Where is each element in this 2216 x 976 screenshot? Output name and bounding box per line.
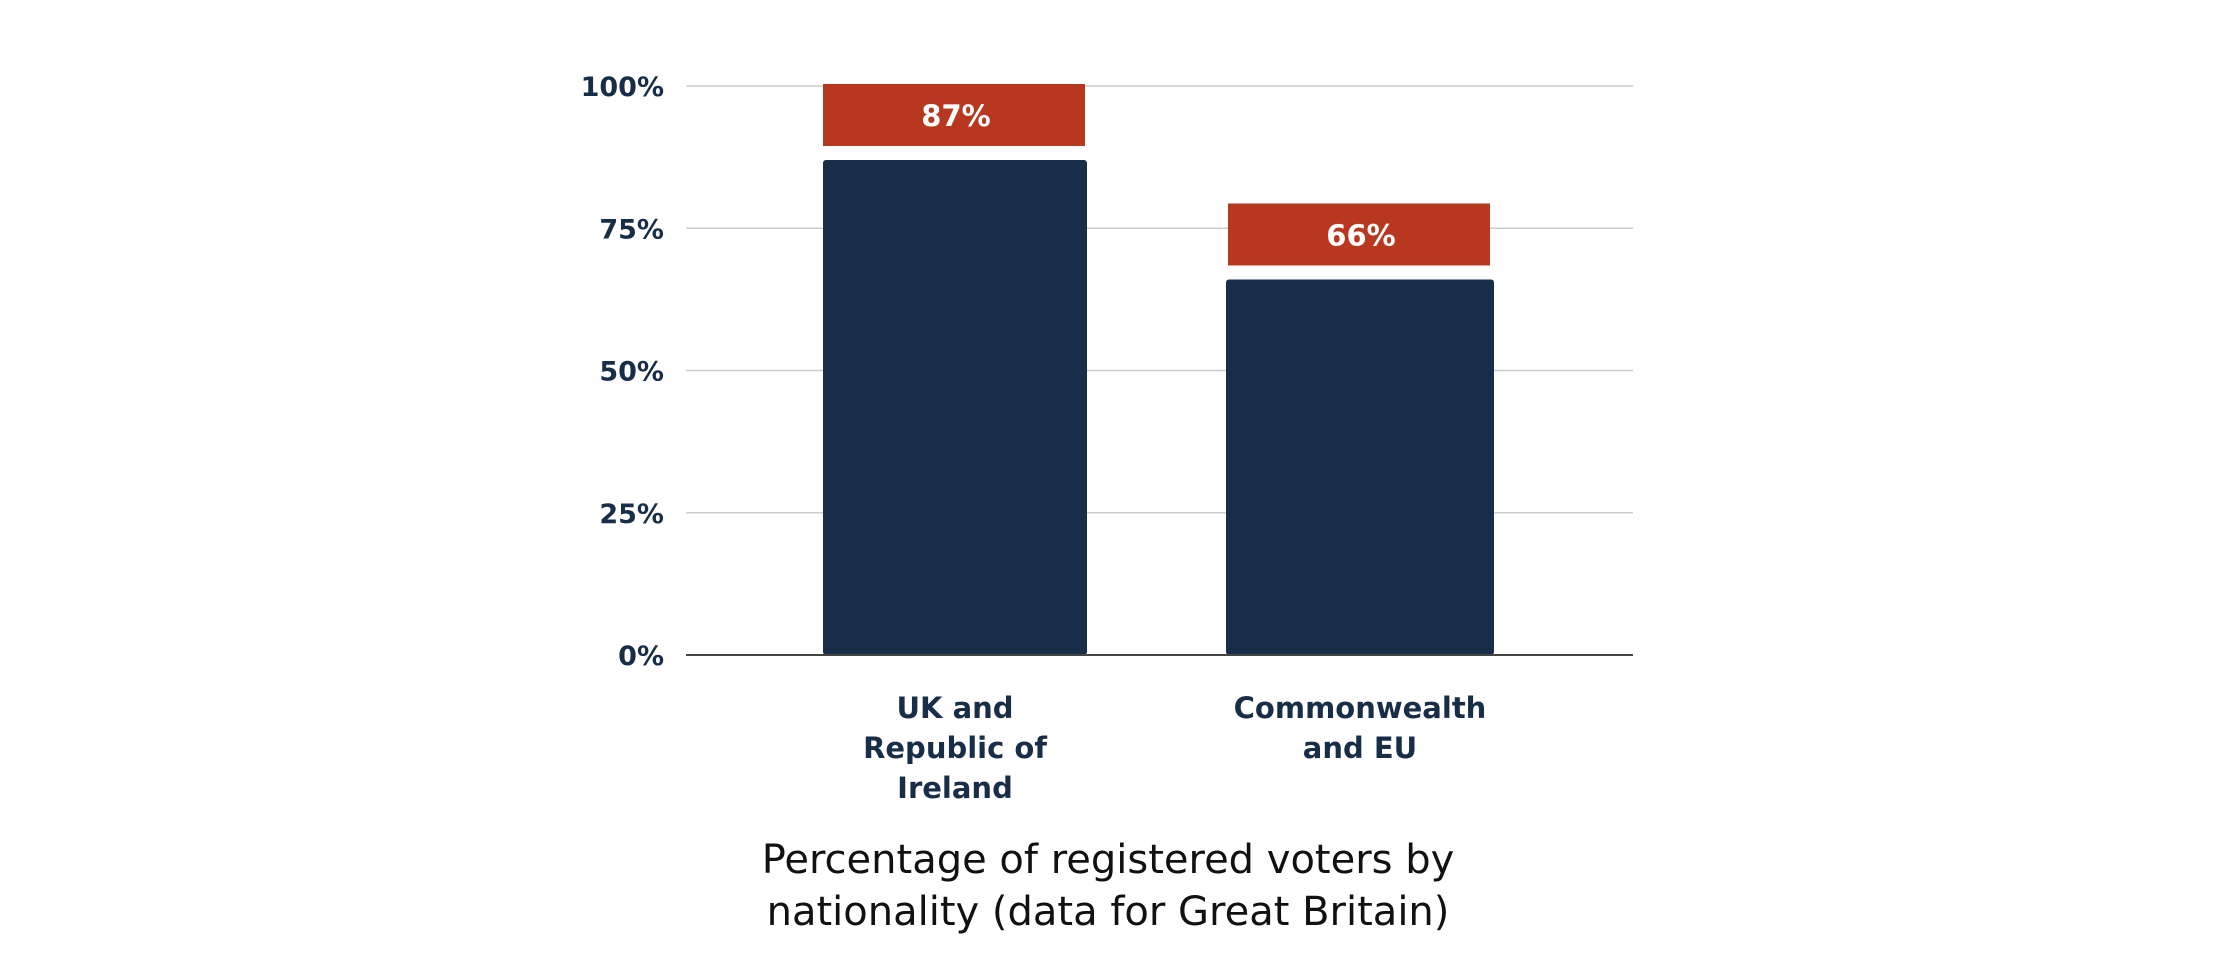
data-label-0: 87% <box>921 99 990 133</box>
y-axis-ticks: 0% 25% 50% 75% 100% <box>581 72 664 672</box>
bars: 87% 66% <box>823 83 1494 655</box>
y-tick-label-1: 25% <box>599 499 664 530</box>
y-tick-label-0: 0% <box>618 641 664 672</box>
chart-title-line-1: Percentage of registered voters by <box>761 837 1455 883</box>
category-label-0-line-0: UK and <box>896 691 1013 725</box>
category-label-1-line-1: and EU <box>1303 731 1417 765</box>
data-label-box-0 <box>823 83 1085 146</box>
y-tick-label-2: 50% <box>599 357 664 388</box>
y-tick-label-3: 75% <box>599 214 664 245</box>
bar-0 <box>823 159 1087 655</box>
data-label-box-1 <box>1228 203 1490 266</box>
chart-title: Percentage of registered voters by natio… <box>0 834 2216 938</box>
data-label-1: 66% <box>1326 218 1395 252</box>
bar-1 <box>1226 279 1494 655</box>
y-tick-label-4: 100% <box>581 72 664 103</box>
category-label-0-line-2: Ireland <box>897 771 1013 805</box>
chart-title-line-2: nationality (data for Great Britain) <box>766 889 1450 935</box>
category-label-1-line-0: Commonwealth <box>1234 691 1487 725</box>
category-labels: UK and Republic of Ireland Commonwealth and … <box>863 691 1486 805</box>
category-label-0-line-1: Republic of <box>863 731 1047 765</box>
